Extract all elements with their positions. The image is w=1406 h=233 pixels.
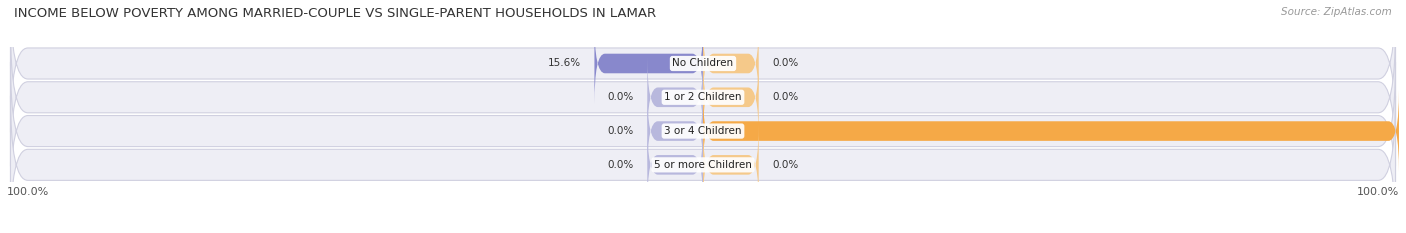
Text: 3 or 4 Children: 3 or 4 Children [664, 126, 742, 136]
Text: 0.0%: 0.0% [607, 126, 633, 136]
FancyBboxPatch shape [703, 124, 759, 206]
FancyBboxPatch shape [703, 23, 759, 104]
Text: 15.6%: 15.6% [547, 58, 581, 69]
FancyBboxPatch shape [647, 124, 703, 206]
Text: 100.0%: 100.0% [1357, 187, 1399, 197]
Text: 0.0%: 0.0% [773, 92, 799, 102]
FancyBboxPatch shape [10, 96, 1396, 233]
Text: 100.0%: 100.0% [7, 187, 49, 197]
Legend: Married Couples, Single Parents: Married Couples, Single Parents [582, 231, 824, 233]
Text: 0.0%: 0.0% [773, 160, 799, 170]
Text: 0.0%: 0.0% [607, 92, 633, 102]
FancyBboxPatch shape [703, 56, 759, 138]
FancyBboxPatch shape [10, 28, 1396, 166]
FancyBboxPatch shape [10, 62, 1396, 200]
Text: 0.0%: 0.0% [773, 58, 799, 69]
FancyBboxPatch shape [595, 23, 703, 104]
Text: INCOME BELOW POVERTY AMONG MARRIED-COUPLE VS SINGLE-PARENT HOUSEHOLDS IN LAMAR: INCOME BELOW POVERTY AMONG MARRIED-COUPL… [14, 7, 657, 20]
FancyBboxPatch shape [647, 90, 703, 172]
FancyBboxPatch shape [703, 90, 1399, 172]
FancyBboxPatch shape [10, 0, 1396, 132]
Text: 0.0%: 0.0% [607, 160, 633, 170]
Text: 5 or more Children: 5 or more Children [654, 160, 752, 170]
Text: Source: ZipAtlas.com: Source: ZipAtlas.com [1281, 7, 1392, 17]
Text: No Children: No Children [672, 58, 734, 69]
FancyBboxPatch shape [647, 56, 703, 138]
Text: 1 or 2 Children: 1 or 2 Children [664, 92, 742, 102]
